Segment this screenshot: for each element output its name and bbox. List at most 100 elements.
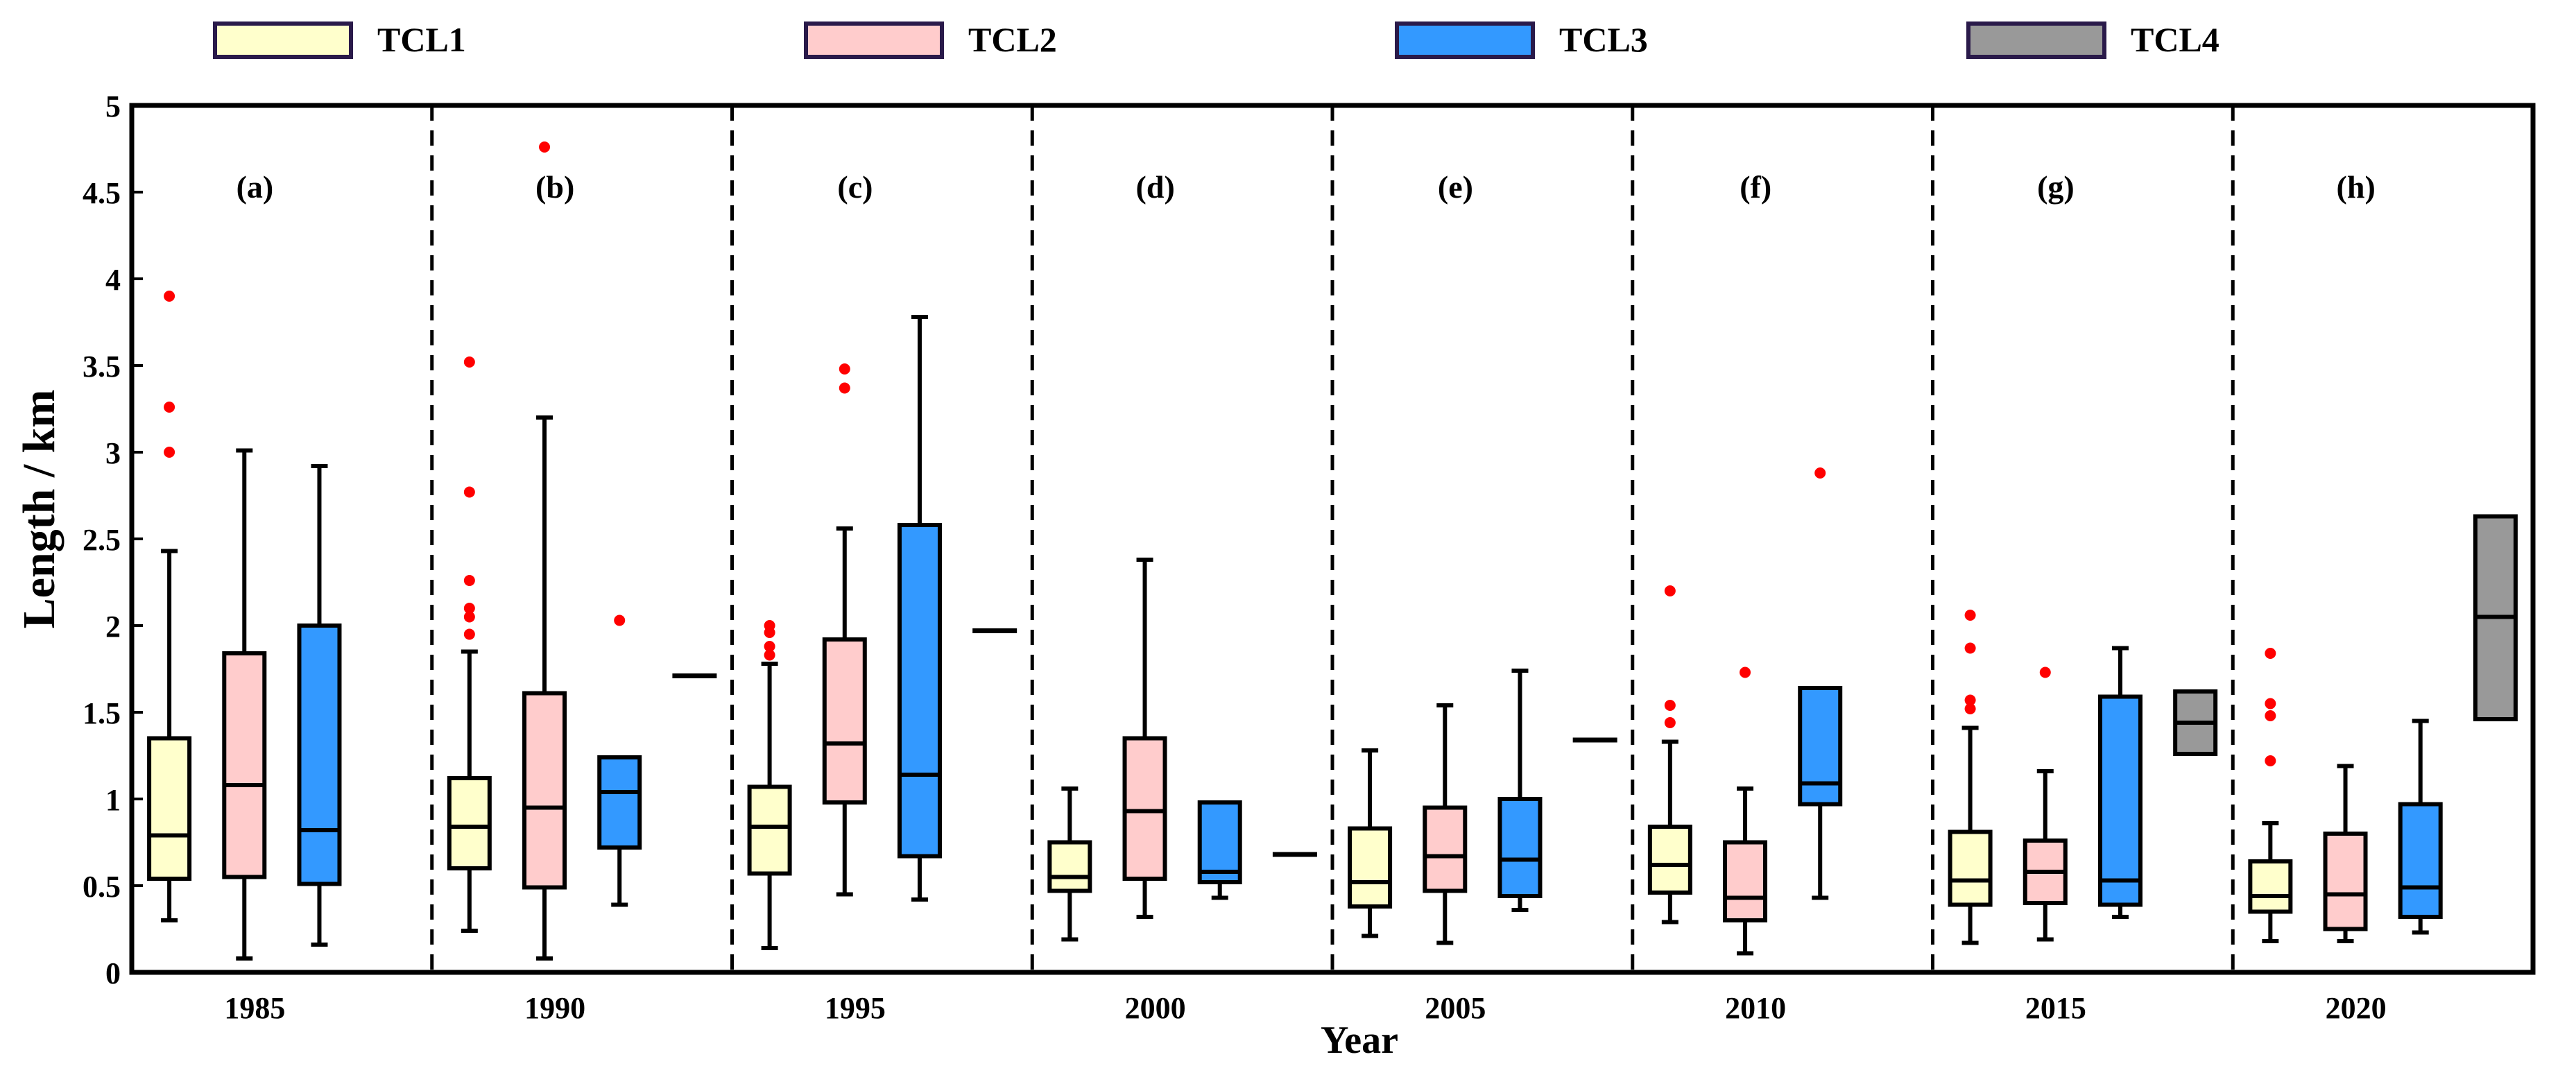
box-tcl1 — [747, 620, 792, 950]
x-tick-label: 2000 — [1125, 991, 1186, 1025]
legend-item-tcl2: TCL2 — [804, 20, 1057, 59]
box-tcl1 — [447, 356, 492, 933]
x-tick-label: 2015 — [2025, 991, 2086, 1025]
panel-2015: (g) 2015 — [1931, 105, 2218, 1025]
box-rect — [1798, 686, 1843, 807]
legend-label: TCL4 — [2131, 20, 2219, 59]
outlier-point — [1964, 642, 1976, 654]
panel-label: (f) — [1740, 169, 1771, 205]
y-tick-label: 4 — [105, 263, 121, 297]
x-axis-label: Year — [1321, 1019, 1398, 1062]
y-tick-label: 2 — [105, 610, 121, 644]
box-tcl1 — [2248, 648, 2293, 943]
box-rect — [747, 784, 792, 876]
x-tick-label: 2010 — [1725, 991, 1786, 1025]
box-tcl1 — [1948, 610, 1993, 945]
outlier-point — [1664, 717, 1676, 728]
box-rect — [1723, 840, 1768, 922]
panel-label: (g) — [2037, 169, 2075, 205]
box-tcl3 — [2398, 719, 2443, 935]
outlier-point — [764, 649, 775, 661]
legend-swatch — [804, 22, 944, 59]
outlier-point — [463, 603, 475, 614]
box-rect — [1948, 829, 1993, 907]
box-tcl3 — [1497, 669, 1543, 912]
outlier-point — [463, 628, 475, 640]
box-tcl3 — [1798, 467, 1843, 900]
outlier-point — [1964, 694, 1976, 706]
box-tcl1 — [1047, 786, 1092, 942]
legend-swatch — [1966, 22, 2106, 59]
legend-label: TCL3 — [1559, 20, 1648, 59]
box-rect — [822, 637, 867, 805]
box-rect — [1122, 736, 1167, 881]
box-tcl2 — [1423, 703, 1468, 945]
box-rect — [1348, 826, 1393, 909]
panel-2000: (d) 2000 — [1030, 105, 1317, 1025]
outlier-point — [2039, 666, 2051, 678]
box-rect — [222, 651, 267, 879]
y-tick-label: 1.5 — [83, 696, 121, 730]
legend-item-tcl1: TCL1 — [213, 20, 466, 59]
outlier-point — [164, 291, 175, 302]
plot-area: 0 0.5 1 1.5 2 2.5 3 3.5 4 4.5 5 (a) 1985 (b) 1990 (c) 19… — [83, 89, 2536, 1025]
x-tick-label: 2005 — [1425, 991, 1486, 1025]
outlier-point — [1664, 585, 1676, 596]
box-tcl3 — [597, 614, 642, 907]
box-tcl2 — [2023, 666, 2068, 942]
box-tcl4 — [2173, 689, 2218, 756]
box-tcl3 — [2097, 646, 2143, 919]
panel-label: (h) — [2337, 169, 2376, 205]
box-tcl3 — [297, 464, 342, 947]
legend-swatch — [213, 22, 353, 59]
outlier-point — [164, 447, 175, 458]
outlier-point — [1964, 610, 1976, 621]
outlier-point — [539, 141, 551, 153]
plot-frame — [129, 103, 2536, 975]
panel-label: (e) — [1438, 169, 1473, 205]
box-rect — [1423, 805, 1468, 893]
legend-item-tcl4: TCL4 — [1966, 20, 2219, 59]
panel-2005: (e) 2005 — [1330, 105, 1617, 1025]
x-tick-label: 1985 — [224, 991, 285, 1025]
legend-label: TCL1 — [377, 20, 466, 59]
box-rect — [297, 624, 342, 886]
box-tcl2 — [822, 363, 867, 897]
outlier-point — [463, 611, 475, 623]
x-tick-label: 1990 — [524, 991, 585, 1025]
y-tick-label: 3.5 — [83, 350, 121, 384]
panel-1995: (c) 1995 — [730, 105, 1017, 1025]
box-rect — [2323, 832, 2368, 931]
outlier-point — [764, 641, 775, 652]
y-tick-label: 3 — [105, 436, 121, 470]
y-tick-label: 2.5 — [83, 523, 121, 557]
y-tick-label: 4.5 — [83, 176, 121, 210]
box-rect — [597, 755, 642, 850]
panel-1990: (b) 1990 — [430, 105, 717, 1025]
x-tick-label: 2020 — [2326, 991, 2387, 1025]
box-rect — [147, 736, 192, 881]
outlier-point — [1740, 666, 1751, 678]
outlier-point — [1664, 700, 1676, 711]
y-tick-label: 0.5 — [83, 870, 121, 904]
box-tcl1 — [1348, 748, 1393, 938]
box-rect — [1497, 797, 1543, 898]
box-rect — [1647, 825, 1692, 895]
legend: TCL1 TCL2 TCL3 TCL4 — [213, 20, 2219, 59]
outlier-point — [839, 363, 850, 375]
box-rect — [522, 691, 567, 890]
legend-label: TCL2 — [968, 20, 1057, 59]
box-tcl2 — [1122, 558, 1167, 919]
panel-2010: (f) 2010 — [1631, 105, 1918, 1025]
panel-1985: (a) 1985 — [147, 169, 417, 1025]
outlier-point — [764, 620, 775, 631]
box-tcl1 — [147, 291, 192, 922]
box-rect — [897, 523, 942, 859]
panel-label: (c) — [837, 169, 873, 205]
outlier-point — [1814, 467, 1826, 479]
y-tick-label: 0 — [105, 956, 121, 990]
y-tick-label: 5 — [105, 89, 121, 123]
outlier-point — [1964, 703, 1976, 714]
outlier-point — [463, 356, 475, 368]
box-tcl2 — [2323, 764, 2368, 943]
